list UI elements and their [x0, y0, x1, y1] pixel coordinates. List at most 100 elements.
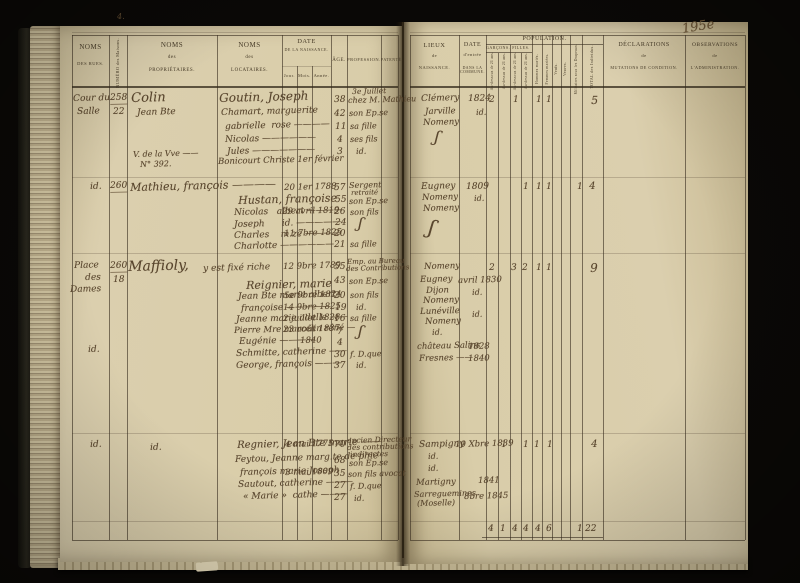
header-veufs: Veufs. [554, 63, 558, 75]
handwritten-entry: id. [472, 287, 483, 297]
handwritten-entry: 260 [110, 260, 128, 273]
grid-line [72, 521, 398, 522]
header-numero-maisons: NUMÉRO des Maisons. [115, 38, 120, 88]
grid-line [72, 540, 398, 541]
grid-line [72, 86, 398, 88]
grid-line [410, 86, 745, 88]
handwritten-entry: 11 [335, 121, 347, 132]
header-declarations-de: de [641, 53, 647, 58]
handwritten-entry: Cour du [73, 93, 111, 104]
handwritten-entry: 9 [590, 260, 599, 275]
book-binding [18, 28, 32, 568]
header-filles-plus-21: Au-dessus de 21 ans. [524, 52, 528, 90]
handwritten-entry: 2 juillet 1828 [283, 312, 341, 324]
header-veuves: Veuves. [563, 62, 567, 77]
grid-line [486, 35, 487, 540]
handwritten-entry: 1 [523, 439, 529, 450]
book-page-edges [30, 26, 64, 568]
header-filles: FILLES. [512, 45, 530, 50]
grid-line [498, 53, 499, 540]
handwritten-entry: id. [428, 451, 439, 461]
handwritten-entry: 26 [334, 206, 346, 217]
handwritten-entry: 2 [522, 262, 528, 273]
grid-line [486, 52, 532, 53]
handwritten-entry: 24 [335, 217, 347, 228]
handwritten-entry: 4. [117, 11, 125, 21]
grid-line [72, 32, 398, 33]
handwritten-entry: 1828 [468, 341, 490, 352]
page-corner-tab [195, 561, 219, 572]
grid-line [582, 35, 583, 540]
handwritten-entry: 7 [337, 326, 343, 337]
handwritten-entry: 4 mai 1775 [285, 438, 334, 450]
header-filles-moins-21: Au-dessous de 21 ans. [513, 51, 517, 91]
header-date-naissance-sub: DE LA NAISSANCE. [284, 47, 329, 52]
header-population-title: POPULATION. [522, 36, 567, 42]
grid-line [127, 35, 128, 540]
header-age: ÂGE. [332, 58, 346, 63]
handwritten-entry: ses fils [350, 134, 378, 144]
header-lieux-naissance: NAISSANCE. [418, 65, 451, 70]
handwritten-entry: 5e 9bre 1824 [284, 289, 342, 301]
handwritten-entry: id. [356, 360, 367, 370]
handwritten-entry: 1 [577, 523, 583, 534]
header-observations-sub: L'ADMINISTRATION. [690, 65, 740, 70]
grid-line [312, 66, 313, 540]
header-declarations: DÉCLARATIONS [618, 42, 670, 48]
handwritten-entry: id. [90, 439, 102, 450]
handwritten-entry: Colin [131, 90, 166, 106]
handwritten-entry: id. [428, 463, 439, 473]
handwritten-entry: 6 [546, 523, 552, 534]
handwritten-entry: 1 [577, 181, 583, 192]
handwritten-entry: id. [432, 327, 443, 337]
handwritten-entry: 1 [534, 439, 540, 450]
header-proprietaires-noms: NOMS [160, 41, 184, 49]
grid-line [685, 35, 686, 540]
handwritten-entry: 29 avril 1819 [282, 205, 340, 217]
handwritten-entry: 1 [501, 439, 507, 450]
handwritten-entry: 30 [334, 349, 346, 360]
handwritten-entry: 21 [334, 239, 346, 250]
right-page [404, 22, 748, 564]
handwritten-entry: Nomeny [424, 261, 461, 272]
handwritten-entry: des Contributions [346, 263, 410, 273]
handwritten-entry: 20 [334, 228, 346, 239]
handwritten-entry: Clémery [421, 92, 460, 104]
grid-line [603, 35, 604, 540]
handwritten-entry: id. [356, 302, 367, 312]
handwritten-entry: 260 [110, 180, 128, 193]
handwritten-entry: Nomeny [422, 192, 459, 203]
handwritten-entry: id. [476, 107, 487, 117]
grid-line [282, 35, 283, 540]
grid-line [410, 540, 745, 541]
handwritten-entry: 19 [335, 302, 347, 313]
handwritten-entry: 43 [334, 275, 346, 286]
grid-line [410, 35, 745, 36]
grid-line [486, 44, 603, 45]
handwritten-entry: 55 [335, 194, 347, 205]
grid-line [521, 53, 522, 540]
handwritten-entry: des [85, 272, 101, 283]
grid-line [532, 35, 533, 540]
grid-line [297, 66, 298, 540]
handwritten-entry: sa fille [350, 121, 377, 131]
handwritten-entry: id. [150, 442, 162, 453]
handwritten-entry: 1 [513, 94, 519, 105]
handwritten-entry: Place [74, 260, 99, 271]
handwritten-entry: son fils avocat [348, 468, 406, 479]
header-femmes-mariees: Femmes mariées. [545, 53, 549, 85]
header-entree-commune: DANS LA COMMUNE. [460, 66, 485, 75]
header-observations-de: de [712, 53, 718, 58]
handwritten-entry: 1 [500, 523, 506, 534]
handwritten-entry: 70 [334, 439, 346, 450]
handwritten-entry: 1824 [468, 93, 492, 104]
grid-line [410, 521, 745, 522]
grid-line [331, 35, 332, 540]
handwritten-entry: N° 392. [140, 159, 172, 169]
handwritten-entry: 4 [488, 523, 494, 534]
handwritten-entry: Goutin, Joseph [219, 88, 309, 105]
header-entree-de: d'entrée [463, 52, 482, 57]
grid-line [72, 253, 398, 254]
handwritten-entry: avril 1830 [458, 274, 502, 286]
